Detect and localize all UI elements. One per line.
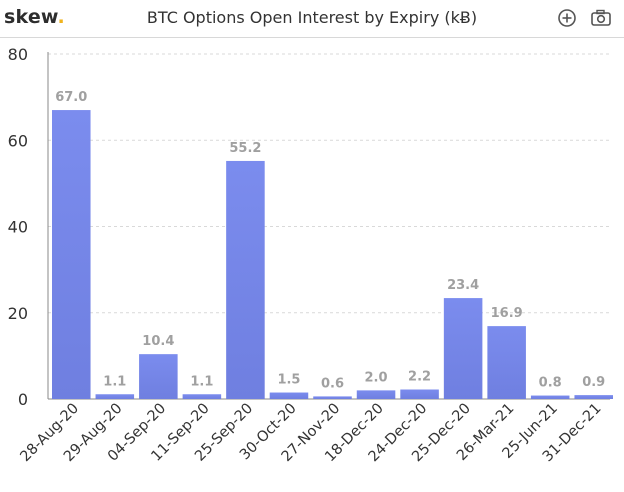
bar-26-Mar-21: [487, 326, 526, 399]
bar-24-Dec-20: [400, 389, 439, 399]
data-label-11-Sep-20: 1.1: [190, 374, 213, 389]
chart-header: skew. BTC Options Open Interest by Expir…: [0, 0, 624, 38]
y-tick-label-0: 0: [18, 390, 28, 409]
bar-29-Aug-20: [95, 394, 135, 399]
y-tick-label-40: 40: [8, 218, 28, 237]
camera-icon[interactable]: [590, 7, 612, 29]
skew-logo: skew.: [4, 6, 65, 28]
chart-title: BTC Options Open Interest by Expiry (kɃ): [146, 8, 478, 27]
bar-chart: 02040608067.028-Aug-201.129-Aug-2010.404…: [8, 45, 613, 465]
y-tick-label-80: 80: [8, 45, 28, 64]
bar-27-Nov-20: [313, 396, 352, 399]
bar-28-Aug-20: [52, 110, 91, 399]
data-label-30-Oct-20: 1.5: [277, 373, 300, 388]
bar-25-Dec-20: [443, 298, 483, 399]
data-label-18-Dec-20: 2.0: [365, 370, 388, 385]
data-label-27-Nov-20: 0.6: [321, 376, 344, 391]
bar-25-Sep-20: [226, 160, 265, 399]
bar-31-Dec-21: [574, 395, 613, 399]
data-label-24-Dec-20: 2.2: [408, 370, 431, 385]
data-label-25-Dec-20: 23.4: [447, 278, 479, 293]
bar-30-Oct-20: [269, 392, 309, 399]
data-label-04-Sep-20: 10.4: [142, 334, 174, 349]
data-label-25-Jun-21: 0.8: [539, 376, 562, 391]
bar-04-Sep-20: [139, 354, 178, 399]
data-label-29-Aug-20: 1.1: [103, 374, 126, 389]
data-label-28-Aug-20: 67.0: [55, 90, 87, 105]
zoom-in-icon[interactable]: [556, 7, 578, 29]
data-label-26-Mar-21: 16.9: [491, 306, 523, 321]
logo-text: skew: [4, 6, 58, 28]
bar-18-Dec-20: [356, 390, 396, 399]
y-tick-label-20: 20: [8, 304, 28, 323]
logo-dot: .: [57, 6, 65, 28]
bar-11-Sep-20: [182, 394, 222, 399]
data-label-31-Dec-21: 0.9: [582, 375, 605, 390]
data-label-25-Sep-20: 55.2: [229, 141, 261, 156]
bar-25-Jun-21: [530, 395, 570, 399]
y-tick-label-60: 60: [8, 131, 28, 150]
